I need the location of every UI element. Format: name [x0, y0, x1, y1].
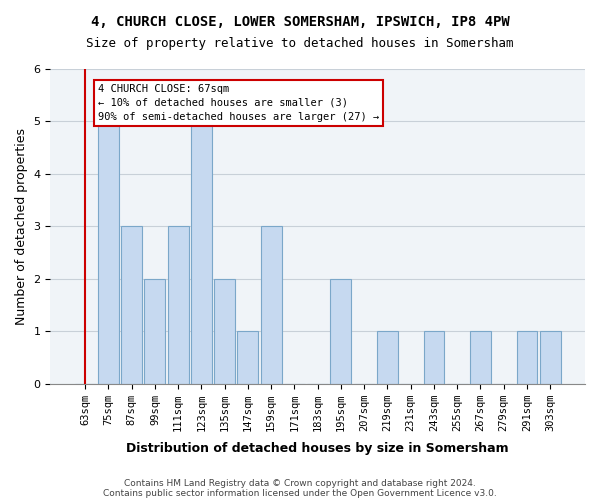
Bar: [145, 279, 166, 384]
Bar: [424, 331, 445, 384]
Text: 4, CHURCH CLOSE, LOWER SOMERSHAM, IPSWICH, IP8 4PW: 4, CHURCH CLOSE, LOWER SOMERSHAM, IPSWIC…: [91, 15, 509, 29]
Bar: [470, 331, 491, 384]
Text: Contains public sector information licensed under the Open Government Licence v3: Contains public sector information licen…: [103, 488, 497, 498]
Bar: [168, 226, 188, 384]
X-axis label: Distribution of detached houses by size in Somersham: Distribution of detached houses by size …: [127, 442, 509, 455]
Bar: [517, 331, 538, 384]
Bar: [238, 331, 259, 384]
Bar: [377, 331, 398, 384]
Bar: [191, 122, 212, 384]
Bar: [331, 279, 352, 384]
Bar: [261, 226, 281, 384]
Text: 4 CHURCH CLOSE: 67sqm
← 10% of detached houses are smaller (3)
90% of semi-detac: 4 CHURCH CLOSE: 67sqm ← 10% of detached …: [98, 84, 379, 122]
Bar: [540, 331, 561, 384]
Y-axis label: Number of detached properties: Number of detached properties: [15, 128, 28, 325]
Text: Size of property relative to detached houses in Somersham: Size of property relative to detached ho…: [86, 38, 514, 51]
Bar: [121, 226, 142, 384]
Bar: [98, 122, 119, 384]
Bar: [214, 279, 235, 384]
Text: Contains HM Land Registry data © Crown copyright and database right 2024.: Contains HM Land Registry data © Crown c…: [124, 478, 476, 488]
